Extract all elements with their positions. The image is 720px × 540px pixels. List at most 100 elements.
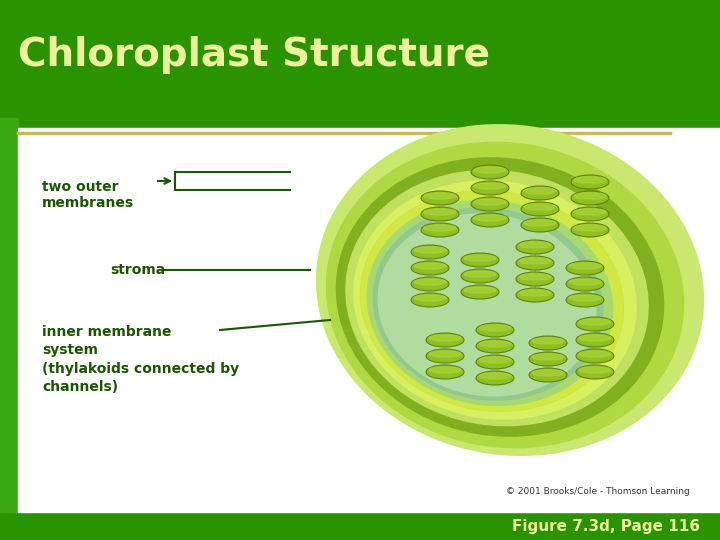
Ellipse shape: [429, 351, 461, 357]
Ellipse shape: [516, 288, 554, 302]
Ellipse shape: [316, 124, 704, 456]
Ellipse shape: [366, 200, 613, 406]
Ellipse shape: [464, 287, 496, 293]
Ellipse shape: [529, 368, 567, 382]
Ellipse shape: [429, 335, 461, 341]
Ellipse shape: [519, 290, 551, 296]
Ellipse shape: [345, 170, 649, 426]
Ellipse shape: [574, 225, 606, 231]
Ellipse shape: [426, 365, 464, 379]
Ellipse shape: [372, 207, 603, 401]
Ellipse shape: [574, 177, 606, 183]
Ellipse shape: [476, 371, 514, 385]
Ellipse shape: [476, 339, 514, 353]
Ellipse shape: [521, 186, 559, 200]
Text: Figure 7.3d, Page 116: Figure 7.3d, Page 116: [512, 518, 700, 534]
Ellipse shape: [336, 157, 665, 437]
Ellipse shape: [360, 190, 624, 411]
Ellipse shape: [529, 352, 567, 366]
Ellipse shape: [411, 293, 449, 307]
Ellipse shape: [524, 204, 556, 210]
Ellipse shape: [421, 223, 459, 237]
Ellipse shape: [366, 200, 613, 406]
Ellipse shape: [576, 333, 614, 347]
Ellipse shape: [576, 317, 614, 331]
Ellipse shape: [571, 175, 609, 189]
Ellipse shape: [566, 277, 604, 291]
Ellipse shape: [414, 247, 446, 253]
Ellipse shape: [579, 367, 611, 373]
Bar: [18, 128, 720, 512]
Ellipse shape: [461, 253, 499, 267]
Ellipse shape: [424, 193, 456, 199]
Ellipse shape: [377, 213, 596, 397]
Ellipse shape: [353, 180, 637, 420]
Ellipse shape: [532, 370, 564, 376]
Ellipse shape: [411, 261, 449, 275]
Text: Chloroplast Structure: Chloroplast Structure: [18, 36, 490, 74]
Ellipse shape: [461, 285, 499, 299]
Ellipse shape: [411, 245, 449, 259]
Ellipse shape: [521, 202, 559, 216]
Ellipse shape: [571, 223, 609, 237]
Ellipse shape: [579, 335, 611, 341]
Ellipse shape: [414, 295, 446, 301]
Ellipse shape: [429, 367, 461, 373]
Ellipse shape: [519, 274, 551, 280]
Text: two outer
membranes: two outer membranes: [42, 180, 134, 210]
Ellipse shape: [566, 293, 604, 307]
Ellipse shape: [360, 190, 624, 411]
Ellipse shape: [524, 220, 556, 226]
Ellipse shape: [574, 209, 606, 215]
Ellipse shape: [414, 279, 446, 285]
Ellipse shape: [516, 272, 554, 286]
Ellipse shape: [479, 325, 511, 331]
Ellipse shape: [414, 263, 446, 269]
Ellipse shape: [566, 261, 604, 275]
Ellipse shape: [471, 181, 509, 195]
Ellipse shape: [474, 167, 506, 173]
Ellipse shape: [474, 199, 506, 205]
Ellipse shape: [476, 355, 514, 369]
Ellipse shape: [516, 240, 554, 254]
Ellipse shape: [479, 373, 511, 379]
Ellipse shape: [521, 218, 559, 232]
Ellipse shape: [529, 336, 567, 350]
Bar: [0, 118, 18, 512]
Ellipse shape: [426, 333, 464, 347]
Ellipse shape: [474, 183, 506, 189]
Ellipse shape: [516, 256, 554, 270]
Ellipse shape: [569, 279, 601, 285]
Ellipse shape: [461, 269, 499, 283]
Ellipse shape: [471, 213, 509, 227]
Ellipse shape: [571, 207, 609, 221]
Ellipse shape: [471, 197, 509, 211]
Ellipse shape: [569, 295, 601, 301]
Ellipse shape: [464, 255, 496, 261]
Ellipse shape: [519, 258, 551, 264]
Ellipse shape: [479, 341, 511, 347]
Ellipse shape: [569, 263, 601, 269]
Ellipse shape: [519, 242, 551, 248]
Ellipse shape: [574, 193, 606, 199]
Ellipse shape: [424, 209, 456, 215]
Text: © 2001 Brooks/Cole - Thomson Learning: © 2001 Brooks/Cole - Thomson Learning: [506, 488, 690, 496]
Ellipse shape: [325, 141, 684, 448]
Text: inner membrane
system
(thylakoids connected by
channels): inner membrane system (thylakoids connec…: [42, 325, 239, 394]
Ellipse shape: [471, 165, 509, 179]
Ellipse shape: [532, 338, 564, 344]
Ellipse shape: [576, 365, 614, 379]
Ellipse shape: [464, 271, 496, 277]
Ellipse shape: [476, 323, 514, 337]
Ellipse shape: [579, 351, 611, 357]
Ellipse shape: [421, 191, 459, 205]
Bar: [0, 512, 720, 540]
Bar: [0, 0, 720, 118]
Text: stroma: stroma: [110, 263, 166, 277]
Ellipse shape: [474, 215, 506, 221]
Ellipse shape: [532, 354, 564, 360]
Ellipse shape: [426, 349, 464, 363]
Ellipse shape: [421, 207, 459, 221]
Ellipse shape: [571, 191, 609, 205]
Ellipse shape: [576, 349, 614, 363]
